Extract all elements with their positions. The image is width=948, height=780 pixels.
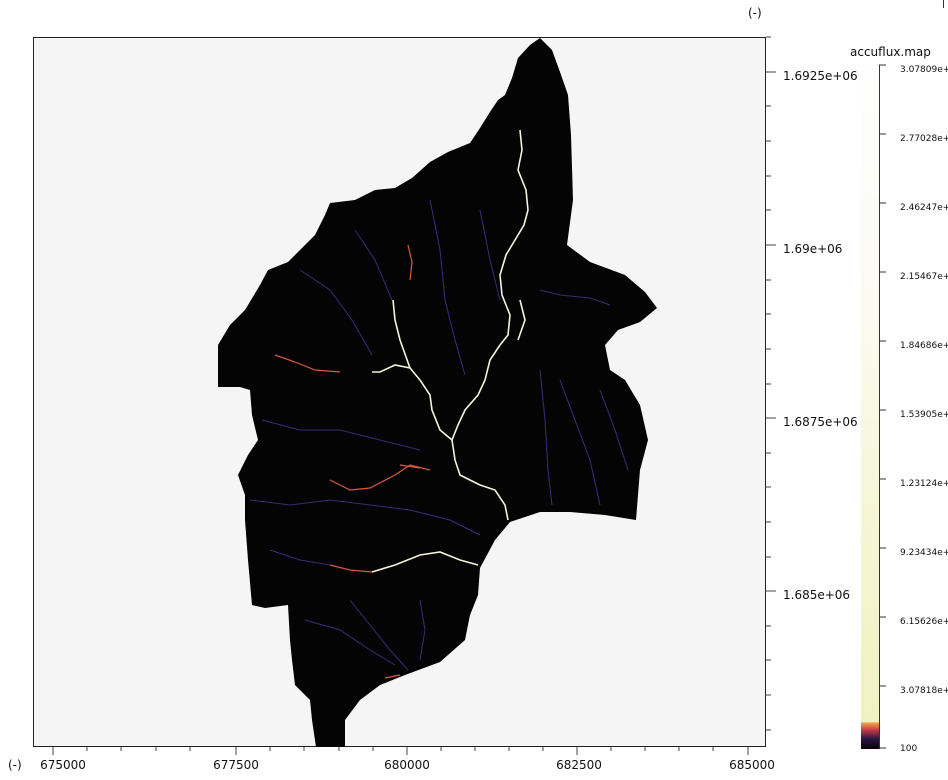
legend-label: 3.07818e+ xyxy=(900,686,948,696)
legend-label: 6.15626e+ xyxy=(900,617,948,627)
legend-label: 3.07809e+ xyxy=(900,65,948,75)
y-tick-label: 1.69e+06 xyxy=(783,242,843,256)
legend-label: 1.23124e+ xyxy=(900,479,948,489)
corner-mark xyxy=(943,0,944,8)
legend-label: 100 xyxy=(900,744,918,754)
x-tick-label: 682500 xyxy=(556,758,602,772)
colorbar xyxy=(861,65,879,749)
legend-label: 2.77028e+ xyxy=(900,134,948,144)
legend-label: 9.23434e+ xyxy=(900,548,948,558)
y-tick-label: 1.6875e+06 xyxy=(783,415,858,429)
y-axis-ticks xyxy=(766,36,776,731)
main-streams xyxy=(371,129,529,573)
legend-label: 2.15467e+ xyxy=(900,272,948,282)
y-tick-label: 1.685e+06 xyxy=(783,588,851,602)
y-tick-label: 1.6925e+06 xyxy=(783,69,858,83)
red-streams xyxy=(274,244,431,679)
catchment-area xyxy=(218,38,657,747)
legend-label: 1.53905e+ xyxy=(900,410,948,420)
x-unit-label: (-) xyxy=(8,758,22,772)
colorbar-axis xyxy=(879,65,880,749)
legend-label: 1.84686e+ xyxy=(900,341,948,351)
legend-title: accuflux.map xyxy=(850,45,931,59)
legend-label: 2.46247e+ xyxy=(900,203,948,213)
y-unit-label: (-) xyxy=(748,6,762,20)
x-axis-ticks xyxy=(52,747,749,755)
x-tick-label: 680000 xyxy=(384,758,430,772)
blue-streams xyxy=(249,199,629,671)
x-tick-label: 685000 xyxy=(729,758,775,772)
x-tick-label: 677500 xyxy=(213,758,259,772)
legend-ticks xyxy=(879,64,886,749)
x-tick-label: 675000 xyxy=(40,758,86,772)
